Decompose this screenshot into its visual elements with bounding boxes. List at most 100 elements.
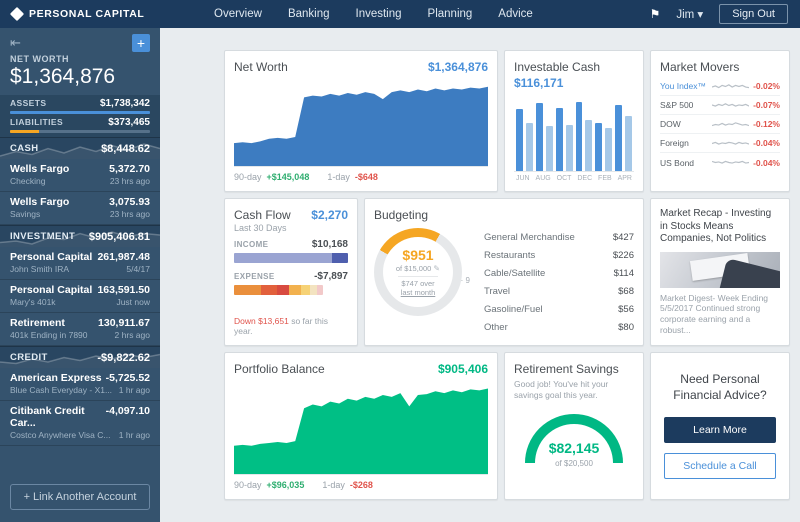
sidebar-account[interactable]: American Express -5,725.52 Blue Cash Ever… [0,368,160,401]
account-time: 5/4/17 [126,264,150,274]
nav-item-advice[interactable]: Advice [498,8,533,20]
budget-category[interactable]: Travel $68 [484,282,634,300]
gauge-marker: 9 [461,276,470,285]
category-name: Gasoline/Fuel [484,303,543,315]
section-value: $905,406.81 [88,230,150,243]
budget-category[interactable]: Other $80 [484,318,634,336]
category-name: Cable/Satellite [484,267,546,279]
sidebar-account[interactable]: Wells Fargo 3,075.93 Savings 23 hrs ago [0,192,160,225]
income-value: $10,168 [311,239,348,250]
expense-bar [234,285,323,295]
mover-row[interactable]: Foreign -0.04% [660,134,780,153]
mover-value: -0.04% [753,138,780,148]
portfolio-value: $905,406 [437,362,488,376]
category-name: Restaurants [484,249,536,261]
liabilities-row: LIABILITIES $373,465 [0,114,160,137]
month-label: APR [617,175,632,182]
budgeting-title[interactable]: Budgeting [374,208,429,222]
recap-caption-body: 5/5/2017 Continued strong corporate earn… [660,302,761,335]
retirement-title[interactable]: Retirement Savings [514,362,619,376]
divider [398,276,438,277]
net-worth-card: Net Worth $1,364,876 90-day +$145,048 1-… [224,50,498,192]
edit-budget-icon[interactable]: ✎ [433,264,441,273]
liabilities-value: $373,465 [108,117,150,128]
expense-label: EXPENSE [234,272,275,281]
mover-sparkline [712,100,749,111]
flag-icon[interactable]: ⚑ [649,7,661,21]
category-value: $80 [618,321,634,333]
market-recap-title[interactable]: Market Recap - Investing in Stocks Means… [660,208,772,244]
budget-gauge[interactable]: $951 of $15,000 ✎ $747 over last month [374,228,462,316]
mover-label: DOW [660,119,681,129]
account-name: American Express [10,372,102,384]
portfolio-title[interactable]: Portfolio Balance [234,362,325,376]
retirement-savings-card: Retirement Savings Good job! You've hit … [504,352,644,500]
budget-category[interactable]: Restaurants $226 [484,246,634,264]
suit-shape [719,257,780,288]
sidebar-section-credit[interactable]: CREDIT -$9,822.62 [0,346,160,368]
add-account-button[interactable]: + [132,34,150,52]
net-worth-card-title[interactable]: Net Worth [234,60,288,74]
sidebar-section-cash[interactable]: CASH $8,448.62 [0,137,160,159]
learn-more-button[interactable]: Learn More [664,417,776,444]
category-name: General Merchandise [484,231,575,243]
user-menu[interactable]: Jim ▾ [676,9,704,21]
sidebar-account[interactable]: Wells Fargo 5,372.70 Checking 23 hrs ago [0,159,160,192]
cash-flow-subtitle: Last 30 Days [234,223,287,233]
nav-item-banking[interactable]: Banking [287,8,330,20]
budget-limit-text: of $15,000 [395,264,432,273]
nav-item-planning[interactable]: Planning [427,8,473,20]
mover-row[interactable]: S&P 500 -0.07% [660,96,780,115]
main-content: Net Worth $1,364,876 90-day +$145,048 1-… [160,28,800,522]
recap-caption-title: Market Digest- Week Ending [660,292,769,303]
sidebar-account[interactable]: Personal Capital 163,591.50 Mary's 401k Ju… [0,280,160,313]
account-value: 130,911.67 [98,317,150,329]
mover-sparkline [712,81,749,92]
nav-item-overview[interactable]: Overview [214,8,262,20]
sidebar-account[interactable]: Retirement 130,911.67 401k Ending in 7890… [0,313,160,346]
nav-items: Overview Banking Investing Planning Advi… [214,8,533,20]
market-recap-image [660,251,780,288]
mover-value: -0.07% [753,100,780,110]
budget-category[interactable]: Gasoline/Fuel $56 [484,300,634,318]
last-month-link[interactable]: last month [400,288,436,297]
period-label: 90-day [234,172,262,182]
logo-icon [9,6,25,22]
sidebar-section-investment[interactable]: INVESTMENT $905,406.81 [0,225,160,247]
category-value: $114 [613,267,634,279]
account-value: -5,725.52 [105,372,150,384]
nav-item-investing[interactable]: Investing [355,8,402,20]
budget-over: $747 over [401,279,435,288]
net-worth-chart [234,78,488,167]
assets-value: $1,738,342 [99,98,150,109]
liabilities-label: LIABILITIES [10,117,64,127]
sidebar-account[interactable]: Personal Capital 261,987.48 John Smith IR… [0,247,160,280]
income-bar [234,253,348,263]
mover-row[interactable]: You Index™ -0.02% [660,77,780,96]
market-movers-title[interactable]: Market Movers [660,60,740,74]
investable-cash-title[interactable]: Investable Cash [514,60,601,74]
schedule-call-button[interactable]: Schedule a Call [664,453,776,480]
assets-label: ASSETS [10,98,47,108]
month-label: AUG [535,175,551,182]
account-detail: Savings [10,209,41,219]
logo[interactable]: PERSONAL CAPITAL [9,6,162,22]
sidebar-account[interactable]: Citibank Credit Car... -4,097.10 Costco A… [0,401,160,446]
budget-category[interactable]: Cable/Satellite $114 [484,264,634,282]
retirement-subtitle: Good job! You've hit your savings goal t… [514,379,609,401]
account-name: Retirement [10,317,65,329]
link-another-account-button[interactable]: + Link Another Account [10,484,150,510]
category-name: Other [484,321,508,333]
retirement-gauge [516,407,632,469]
mover-row[interactable]: US Bond -0.04% [660,153,780,172]
collapse-sidebar-icon[interactable]: ⇤ [10,35,21,50]
mover-row[interactable]: DOW -0.12% [660,115,780,134]
market-movers-card: Market Movers You Index™ -0.02% S&P 500 … [650,50,790,192]
budget-category[interactable]: General Merchandise $427 [484,228,634,246]
change-positive: +$96,035 [266,480,305,490]
cash-flow-title[interactable]: Cash Flow [234,208,291,222]
budget-gauge-wrap: $951 of $15,000 ✎ $747 over last month 9 [374,228,470,336]
advice-title: Need Personal Financial Advice? [673,372,767,402]
sign-out-button[interactable]: Sign Out [719,4,788,24]
